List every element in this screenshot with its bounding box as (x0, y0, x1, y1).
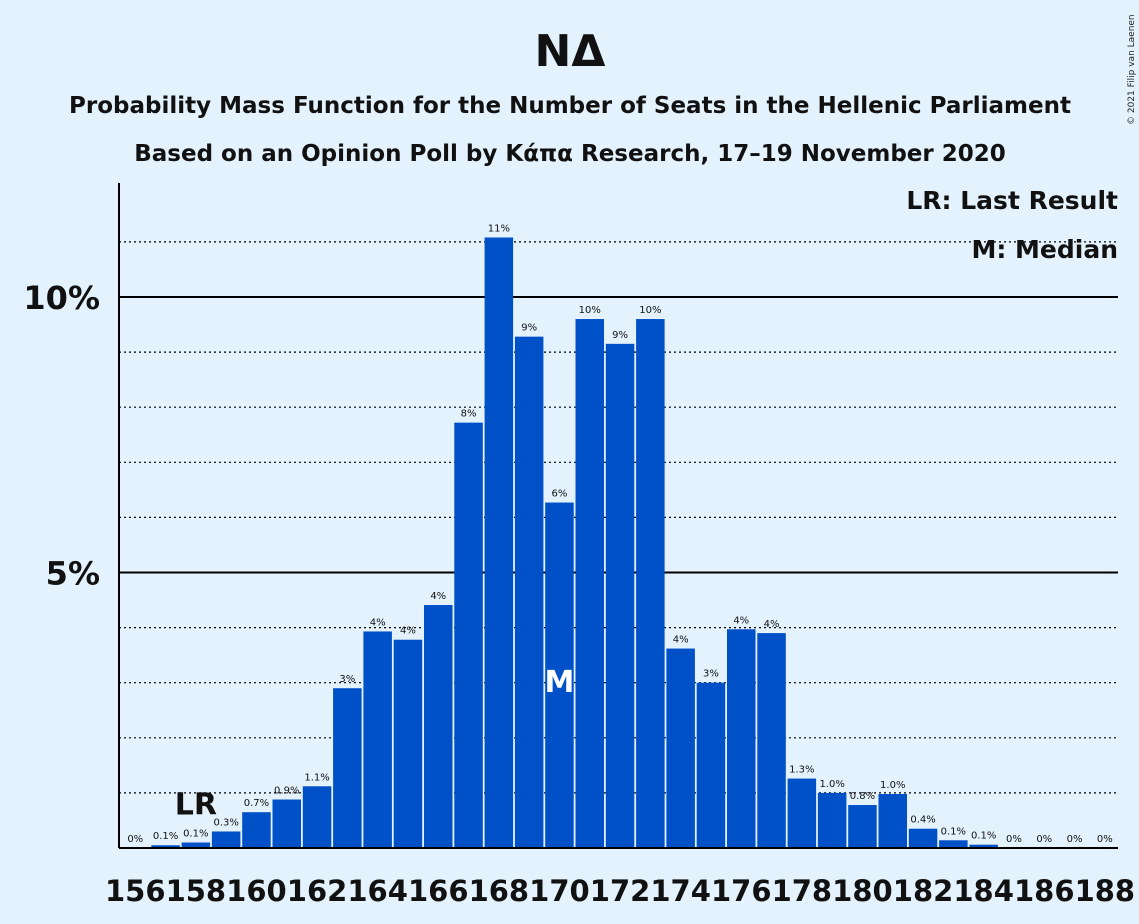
bar-159 (211, 831, 241, 848)
bar-163 (333, 688, 362, 848)
data-label-177: 4% (764, 619, 780, 630)
data-label-169: 9% (521, 323, 537, 334)
x-tick-label: 184 (953, 874, 1014, 908)
bar-165 (393, 639, 423, 848)
chart-subtitle-1: Probability Mass Function for the Number… (69, 93, 1071, 119)
last-result-marker: LR (175, 787, 217, 822)
x-tick-label: 172 (590, 874, 651, 908)
bar-167 (454, 422, 483, 848)
data-label-163: 3% (339, 674, 355, 685)
data-label-176: 4% (733, 615, 749, 626)
data-labels: 0% 0.1% 0.1% 0.3% 0.7% 0.9% 1.1% 3% 4% 4% 4% 8% 11% 9… (127, 223, 1112, 845)
data-label-156: 0% (127, 834, 143, 845)
bar-180 (848, 805, 877, 848)
data-label-159: 0.3% (213, 817, 238, 828)
x-tick-label: 170 (529, 874, 590, 908)
data-label-175: 3% (703, 669, 719, 680)
markers: LR M (175, 665, 575, 822)
data-label-181: 1.0% (880, 780, 905, 791)
bar-175 (696, 682, 726, 848)
bar-182 (908, 828, 938, 848)
data-label-183: 0.1% (941, 826, 966, 837)
bar-178 (787, 778, 817, 848)
y-tick-label: 5% (46, 555, 100, 593)
bar-184 (969, 844, 998, 848)
bar-164 (363, 631, 392, 848)
x-tick-label: 186 (1014, 874, 1075, 908)
x-tick-label: 162 (287, 874, 348, 908)
bar-160 (242, 812, 271, 848)
bar-169 (514, 336, 544, 848)
bar-177 (757, 633, 786, 848)
bar-181 (878, 794, 907, 848)
data-label-179: 1.0% (819, 779, 844, 790)
data-label-182: 0.4% (910, 815, 935, 826)
bar-170 (545, 502, 574, 848)
data-label-166: 4% (430, 591, 446, 602)
data-label-188: 0% (1097, 834, 1113, 845)
bar-168 (484, 237, 514, 848)
x-tick-label: 176 (711, 874, 772, 908)
data-label-173: 10% (639, 305, 661, 316)
x-tick-label: 166 (408, 874, 469, 908)
data-label-178: 1.3% (789, 765, 814, 776)
data-label-187: 0% (1067, 834, 1083, 845)
data-label-160: 0.7% (244, 798, 269, 809)
x-tick-label: 158 (166, 874, 227, 908)
copyright-text: © 2021 Filip van Laenen (1127, 14, 1137, 125)
data-label-164: 4% (370, 617, 386, 628)
data-label-162: 1.1% (304, 772, 329, 783)
data-label-170: 6% (552, 489, 568, 500)
bar-179 (817, 792, 847, 848)
bar-166 (424, 605, 453, 848)
bar-162 (302, 786, 332, 848)
x-tick-label: 182 (893, 874, 954, 908)
data-label-171: 10% (579, 305, 601, 316)
bar-174 (666, 648, 695, 848)
bar-161 (272, 799, 301, 848)
data-label-168: 11% (488, 223, 510, 234)
data-label-180: 0.8% (850, 791, 875, 802)
data-label-158: 0.1% (183, 828, 208, 839)
data-label-157: 0.1% (153, 831, 178, 842)
bar-171 (575, 319, 604, 848)
data-label-161: 0.9% (274, 786, 299, 797)
x-tick-label: 180 (832, 874, 893, 908)
legend-median: M: Median (971, 235, 1118, 264)
chart-subtitle-2: Based on an Opinion Poll by Κάπα Researc… (134, 141, 1006, 167)
x-tick-label: 174 (650, 874, 711, 908)
bars (151, 237, 998, 848)
chart-title: ΝΔ (535, 26, 606, 77)
x-tick-label: 168 (469, 874, 530, 908)
data-label-165: 4% (400, 626, 416, 637)
x-tick-label: 156 (105, 874, 166, 908)
x-tick-label: 188 (1075, 874, 1136, 908)
bar-183 (939, 840, 968, 848)
x-tick-label: 160 (226, 874, 287, 908)
median-marker: M (545, 665, 575, 700)
data-label-184: 0.1% (971, 831, 996, 842)
data-label-172: 9% (612, 330, 628, 341)
data-label-185: 0% (1006, 834, 1022, 845)
axes: 5% 10% 156 158 160 162 164 166 168 170 172 174 176 17… (23, 183, 1135, 908)
data-label-167: 8% (461, 409, 477, 420)
y-tick-label: 10% (23, 279, 100, 317)
x-tick-label: 178 (772, 874, 833, 908)
x-tick-label: 164 (347, 874, 408, 908)
bar-158 (181, 842, 211, 848)
bar-157 (151, 845, 180, 848)
data-label-174: 4% (673, 635, 689, 646)
legend-last-result: LR: Last Result (906, 186, 1118, 215)
bar-173 (636, 319, 665, 848)
bar-176 (727, 629, 756, 848)
data-label-186: 0% (1036, 834, 1052, 845)
bar-172 (605, 343, 635, 848)
